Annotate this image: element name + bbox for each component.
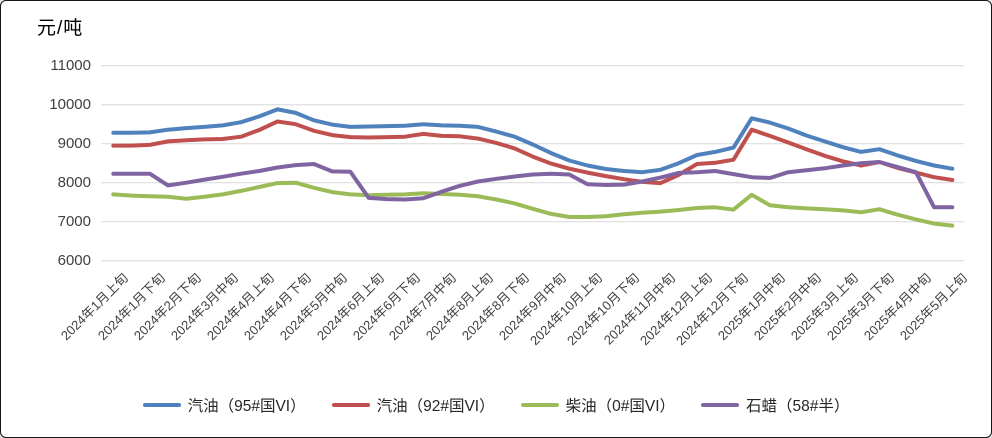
legend-item-gasoline-92-line: 汽油（92#国VI） [331, 394, 495, 416]
legend-line-swatch [331, 402, 370, 408]
gasoline-92-line [111, 119, 955, 186]
legend-line-swatch [520, 402, 559, 408]
y-tick-label: 7000 [57, 212, 91, 230]
gridlines [101, 65, 964, 262]
legend-label: 汽油（92#国VI） [376, 398, 495, 415]
legend-item-wax-58-line: 石蜡（58#半） [701, 394, 849, 416]
y-tick-label: 10000 [49, 95, 91, 113]
legend-label: 石蜡（58#半） [746, 398, 850, 415]
legend-item-gasoline-95-line: 汽油（95#国VI） [142, 394, 306, 416]
wax-58-line [111, 160, 955, 210]
chart-legend: 汽油（95#国VI） 汽油（92#国VI） 柴油（0#国VI） 石蜡（58#半） [1, 394, 991, 416]
y-tick-label: 6000 [57, 251, 91, 269]
y-axis-title: 元/吨 [37, 18, 84, 39]
legend-line-swatch [701, 402, 740, 408]
diesel-0-line [111, 180, 955, 228]
y-tick-label: 11000 [50, 56, 91, 74]
y-tick-label: 8000 [57, 173, 91, 191]
gasoline-95-line [111, 107, 955, 175]
legend-label: 柴油（0#国VI） [565, 398, 676, 415]
series-lines [111, 107, 955, 228]
y-tick-label: 9000 [57, 134, 91, 152]
legend-item-diesel-0-line: 柴油（0#国VI） [520, 394, 676, 416]
legend-line-swatch [142, 402, 181, 408]
legend-label: 汽油（95#国VI） [187, 398, 306, 415]
